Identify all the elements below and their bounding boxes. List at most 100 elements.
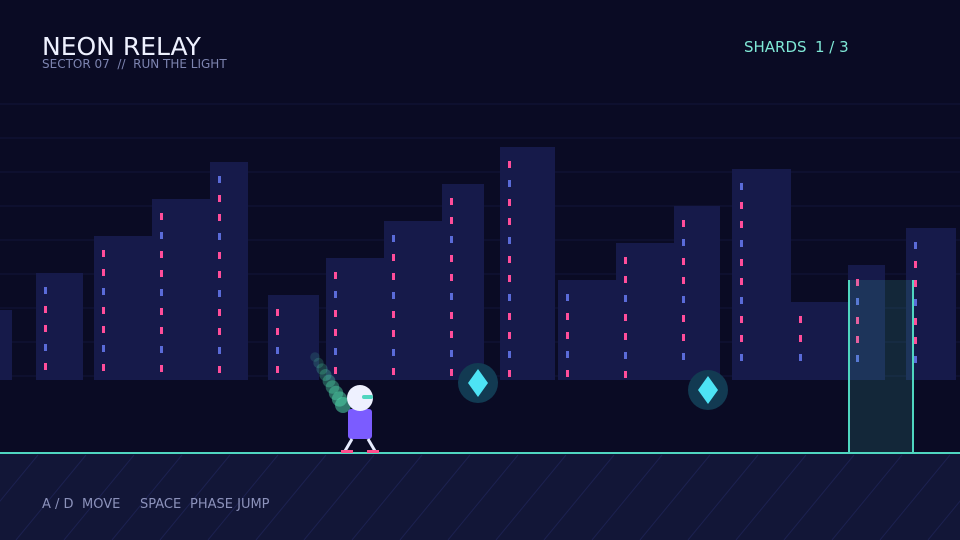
window <box>218 347 221 354</box>
window <box>740 202 743 209</box>
window <box>856 317 859 324</box>
window <box>276 328 279 335</box>
window <box>276 366 279 373</box>
player-trail <box>310 352 351 413</box>
window <box>682 220 685 227</box>
window <box>740 354 743 361</box>
window <box>856 336 859 343</box>
window <box>276 347 279 354</box>
window <box>508 199 511 206</box>
window <box>508 332 511 339</box>
window <box>682 239 685 246</box>
building <box>732 169 791 380</box>
window <box>682 258 685 265</box>
ground-pattern <box>0 454 960 540</box>
window <box>799 354 802 361</box>
window <box>218 233 221 240</box>
window <box>508 256 511 263</box>
window <box>450 198 453 205</box>
control-key: A / D <box>42 497 74 512</box>
window <box>450 217 453 224</box>
ground-stripe <box>879 454 951 540</box>
window <box>508 370 511 377</box>
window <box>682 296 685 303</box>
control-key: SPACE <box>140 497 181 512</box>
ground-stripe <box>927 500 960 540</box>
exit-gate <box>848 280 914 453</box>
window <box>740 183 743 190</box>
window <box>218 176 221 183</box>
building <box>674 206 720 380</box>
window <box>682 353 685 360</box>
window <box>914 299 917 306</box>
player-body <box>348 409 372 439</box>
ground-stripe <box>447 454 519 540</box>
window <box>276 309 279 316</box>
window <box>450 255 453 262</box>
window <box>102 269 105 276</box>
building <box>268 295 319 380</box>
shard-gem <box>468 369 488 397</box>
window <box>160 365 163 372</box>
window <box>44 306 47 313</box>
window <box>44 344 47 351</box>
player-leg <box>366 438 377 452</box>
window <box>799 316 802 323</box>
window <box>102 345 105 352</box>
ground-stripe <box>783 454 855 540</box>
ground-stripe <box>591 454 663 540</box>
window <box>799 335 802 342</box>
window <box>914 356 917 363</box>
window <box>740 240 743 247</box>
hud-value: 1 / 3 <box>815 38 849 56</box>
ground-stripe <box>399 454 471 540</box>
window <box>914 280 917 287</box>
window <box>682 334 685 341</box>
window <box>102 288 105 295</box>
window <box>566 294 569 301</box>
window <box>682 277 685 284</box>
window <box>566 332 569 339</box>
trail-dot <box>310 352 320 362</box>
window <box>856 298 859 305</box>
window <box>740 259 743 266</box>
building <box>36 273 83 380</box>
window <box>508 275 511 282</box>
ground-stripe <box>831 454 903 540</box>
player-visor <box>362 395 373 399</box>
window <box>740 316 743 323</box>
hud-label: SHARDS <box>744 38 807 56</box>
window <box>450 331 453 338</box>
player-head <box>347 385 373 411</box>
window <box>218 195 221 202</box>
ground-stripe <box>111 454 183 540</box>
player-shoe <box>341 450 353 453</box>
window <box>218 271 221 278</box>
window <box>392 368 395 375</box>
trail-dot <box>331 391 348 407</box>
window <box>44 363 47 370</box>
window <box>334 367 337 374</box>
window <box>334 329 337 336</box>
window <box>740 278 743 285</box>
window <box>624 333 627 340</box>
ground-stripe <box>0 454 39 502</box>
ground-stripe <box>687 454 759 540</box>
building <box>442 184 484 380</box>
skyline <box>0 103 960 380</box>
window <box>624 371 627 378</box>
window <box>740 297 743 304</box>
window <box>102 307 105 314</box>
shard <box>458 363 498 403</box>
window <box>334 272 337 279</box>
window <box>392 254 395 261</box>
window <box>624 314 627 321</box>
ground-stripe <box>543 454 615 540</box>
player <box>341 385 379 453</box>
window <box>508 180 511 187</box>
window <box>450 350 453 357</box>
window <box>334 291 337 298</box>
window <box>334 310 337 317</box>
ground-stripe <box>639 454 711 540</box>
